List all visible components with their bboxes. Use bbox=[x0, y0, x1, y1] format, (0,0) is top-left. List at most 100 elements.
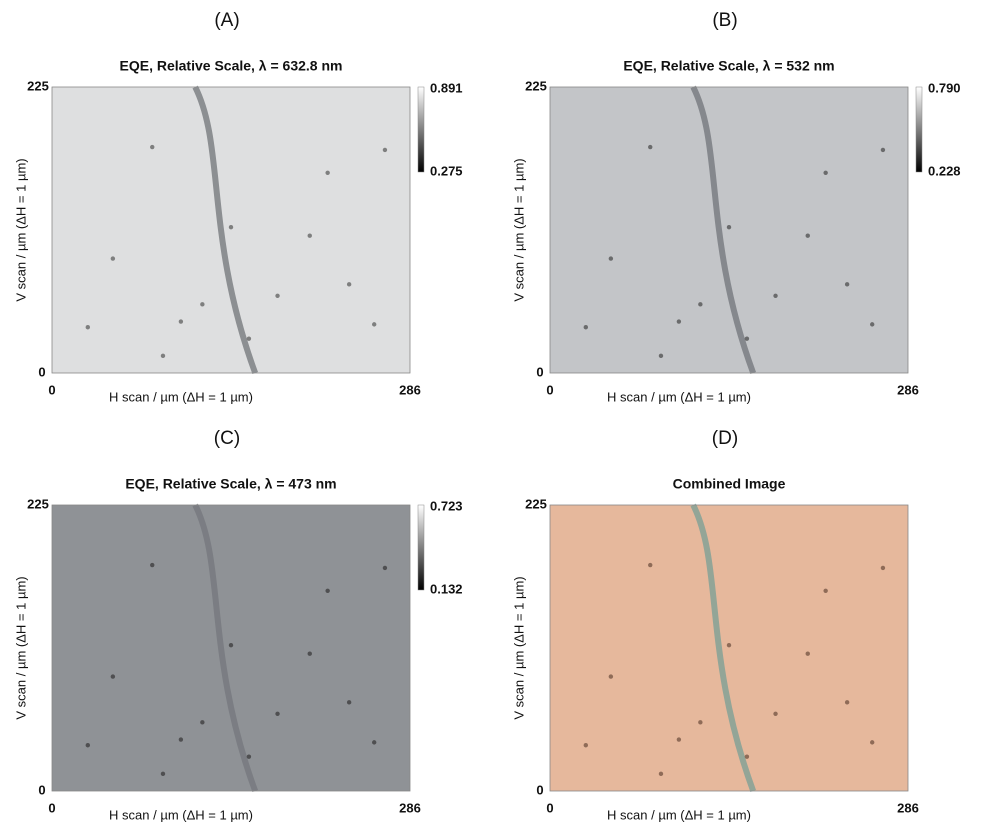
map-frame bbox=[51, 86, 411, 374]
map-defect bbox=[583, 325, 588, 330]
x-tick-label: 0 bbox=[48, 800, 55, 815]
map-image bbox=[52, 505, 410, 791]
map-defect bbox=[870, 322, 875, 327]
map-defect bbox=[228, 642, 234, 648]
y-tick-label: 0 bbox=[536, 782, 543, 797]
map-defect bbox=[698, 720, 703, 725]
panel-label: (A) bbox=[214, 10, 239, 31]
x-axis-label: H scan / µm (ΔH = 1 µm) bbox=[607, 807, 751, 822]
map-defect bbox=[805, 233, 810, 238]
map-defect bbox=[372, 740, 377, 745]
x-tick-label: 286 bbox=[897, 800, 919, 815]
panel-title: EQE, Relative Scale, λ = 632.8 nm bbox=[120, 58, 343, 74]
map-defect bbox=[805, 651, 810, 656]
map-defect bbox=[85, 743, 91, 748]
map-defect bbox=[110, 674, 116, 679]
colorbar-min: 0.132 bbox=[430, 581, 463, 596]
colorbar-max: 0.723 bbox=[430, 498, 463, 513]
map-defect bbox=[307, 651, 312, 656]
map-defect bbox=[608, 674, 614, 679]
map-defect bbox=[307, 233, 312, 238]
map-defect bbox=[246, 754, 252, 759]
x-axis-label: H scan / µm (ΔH = 1 µm) bbox=[109, 807, 253, 822]
map-defect bbox=[658, 771, 664, 777]
map-defect bbox=[658, 353, 664, 359]
map-defect bbox=[275, 711, 280, 716]
map-defect bbox=[870, 740, 875, 745]
map-frame bbox=[549, 504, 909, 792]
x-axis-label: H scan / µm (ΔH = 1 µm) bbox=[607, 389, 751, 404]
y-axis-label: V scan / µm (ΔH = 1 µm) bbox=[511, 158, 526, 301]
map-defect bbox=[325, 170, 330, 175]
colorbar-min: 0.228 bbox=[928, 163, 961, 178]
map-defect bbox=[823, 588, 828, 593]
map-defect bbox=[228, 224, 234, 230]
colorbar-min: 0.275 bbox=[430, 163, 463, 178]
y-tick-label: 0 bbox=[536, 364, 543, 379]
map-defect bbox=[160, 353, 166, 359]
y-tick-label: 225 bbox=[525, 496, 547, 511]
y-tick-label: 225 bbox=[27, 78, 49, 93]
map-image bbox=[52, 87, 410, 373]
map-defect bbox=[325, 588, 330, 593]
map-defect bbox=[744, 336, 750, 341]
panel-label: (B) bbox=[712, 10, 737, 31]
map-streak bbox=[192, 85, 259, 375]
map-defect bbox=[726, 224, 732, 230]
x-tick-label: 286 bbox=[897, 382, 919, 397]
map-defect bbox=[744, 754, 750, 759]
panel-title: EQE, Relative Scale, λ = 473 nm bbox=[125, 476, 336, 492]
map-defect bbox=[85, 325, 91, 330]
y-axis-label: V scan / µm (ΔH = 1 µm) bbox=[13, 158, 28, 301]
map-defect bbox=[823, 170, 828, 175]
y-tick-label: 0 bbox=[38, 364, 45, 379]
map-defect bbox=[346, 700, 352, 705]
x-tick-label: 286 bbox=[399, 800, 421, 815]
colorbar-max: 0.891 bbox=[430, 80, 463, 95]
map-defect bbox=[648, 562, 653, 568]
colorbar bbox=[417, 504, 425, 591]
map-defect bbox=[583, 743, 588, 748]
y-tick-label: 225 bbox=[525, 78, 547, 93]
map-image bbox=[550, 87, 908, 373]
map-defect bbox=[880, 565, 886, 571]
panel-label: (D) bbox=[712, 428, 738, 449]
x-tick-label: 0 bbox=[48, 382, 55, 397]
map-defect bbox=[676, 737, 682, 742]
x-tick-label: 0 bbox=[546, 382, 553, 397]
y-axis-label: V scan / µm (ΔH = 1 µm) bbox=[511, 576, 526, 719]
map-defect bbox=[200, 720, 205, 725]
panel-title: EQE, Relative Scale, λ = 532 nm bbox=[623, 58, 834, 74]
map-defect bbox=[246, 336, 252, 341]
map-streak bbox=[192, 503, 259, 793]
map-defect bbox=[346, 282, 352, 287]
colorbar bbox=[417, 86, 425, 173]
map-defect bbox=[773, 293, 778, 298]
map-defect bbox=[275, 293, 280, 298]
map-defect bbox=[773, 711, 778, 716]
x-tick-label: 286 bbox=[399, 382, 421, 397]
map-image bbox=[550, 505, 908, 791]
map-frame bbox=[549, 86, 909, 374]
panel-title: Combined Image bbox=[673, 476, 786, 492]
map-defect bbox=[676, 319, 682, 324]
map-defect bbox=[110, 256, 116, 261]
panel-label: (C) bbox=[214, 428, 240, 449]
map-defect bbox=[844, 700, 850, 705]
colorbar-max: 0.790 bbox=[928, 80, 961, 95]
map-defect bbox=[160, 771, 166, 777]
map-defect bbox=[150, 562, 155, 568]
map-defect bbox=[648, 144, 653, 150]
y-axis-label: V scan / µm (ΔH = 1 µm) bbox=[13, 576, 28, 719]
x-tick-label: 0 bbox=[546, 800, 553, 815]
y-tick-label: 225 bbox=[27, 496, 49, 511]
map-defect bbox=[698, 302, 703, 307]
colorbar bbox=[915, 86, 923, 173]
map-streak bbox=[690, 85, 757, 375]
map-defect bbox=[178, 737, 184, 742]
map-streak bbox=[690, 503, 757, 793]
map-defect bbox=[200, 302, 205, 307]
y-tick-label: 0 bbox=[38, 782, 45, 797]
x-axis-label: H scan / µm (ΔH = 1 µm) bbox=[109, 389, 253, 404]
map-defect bbox=[382, 565, 388, 571]
